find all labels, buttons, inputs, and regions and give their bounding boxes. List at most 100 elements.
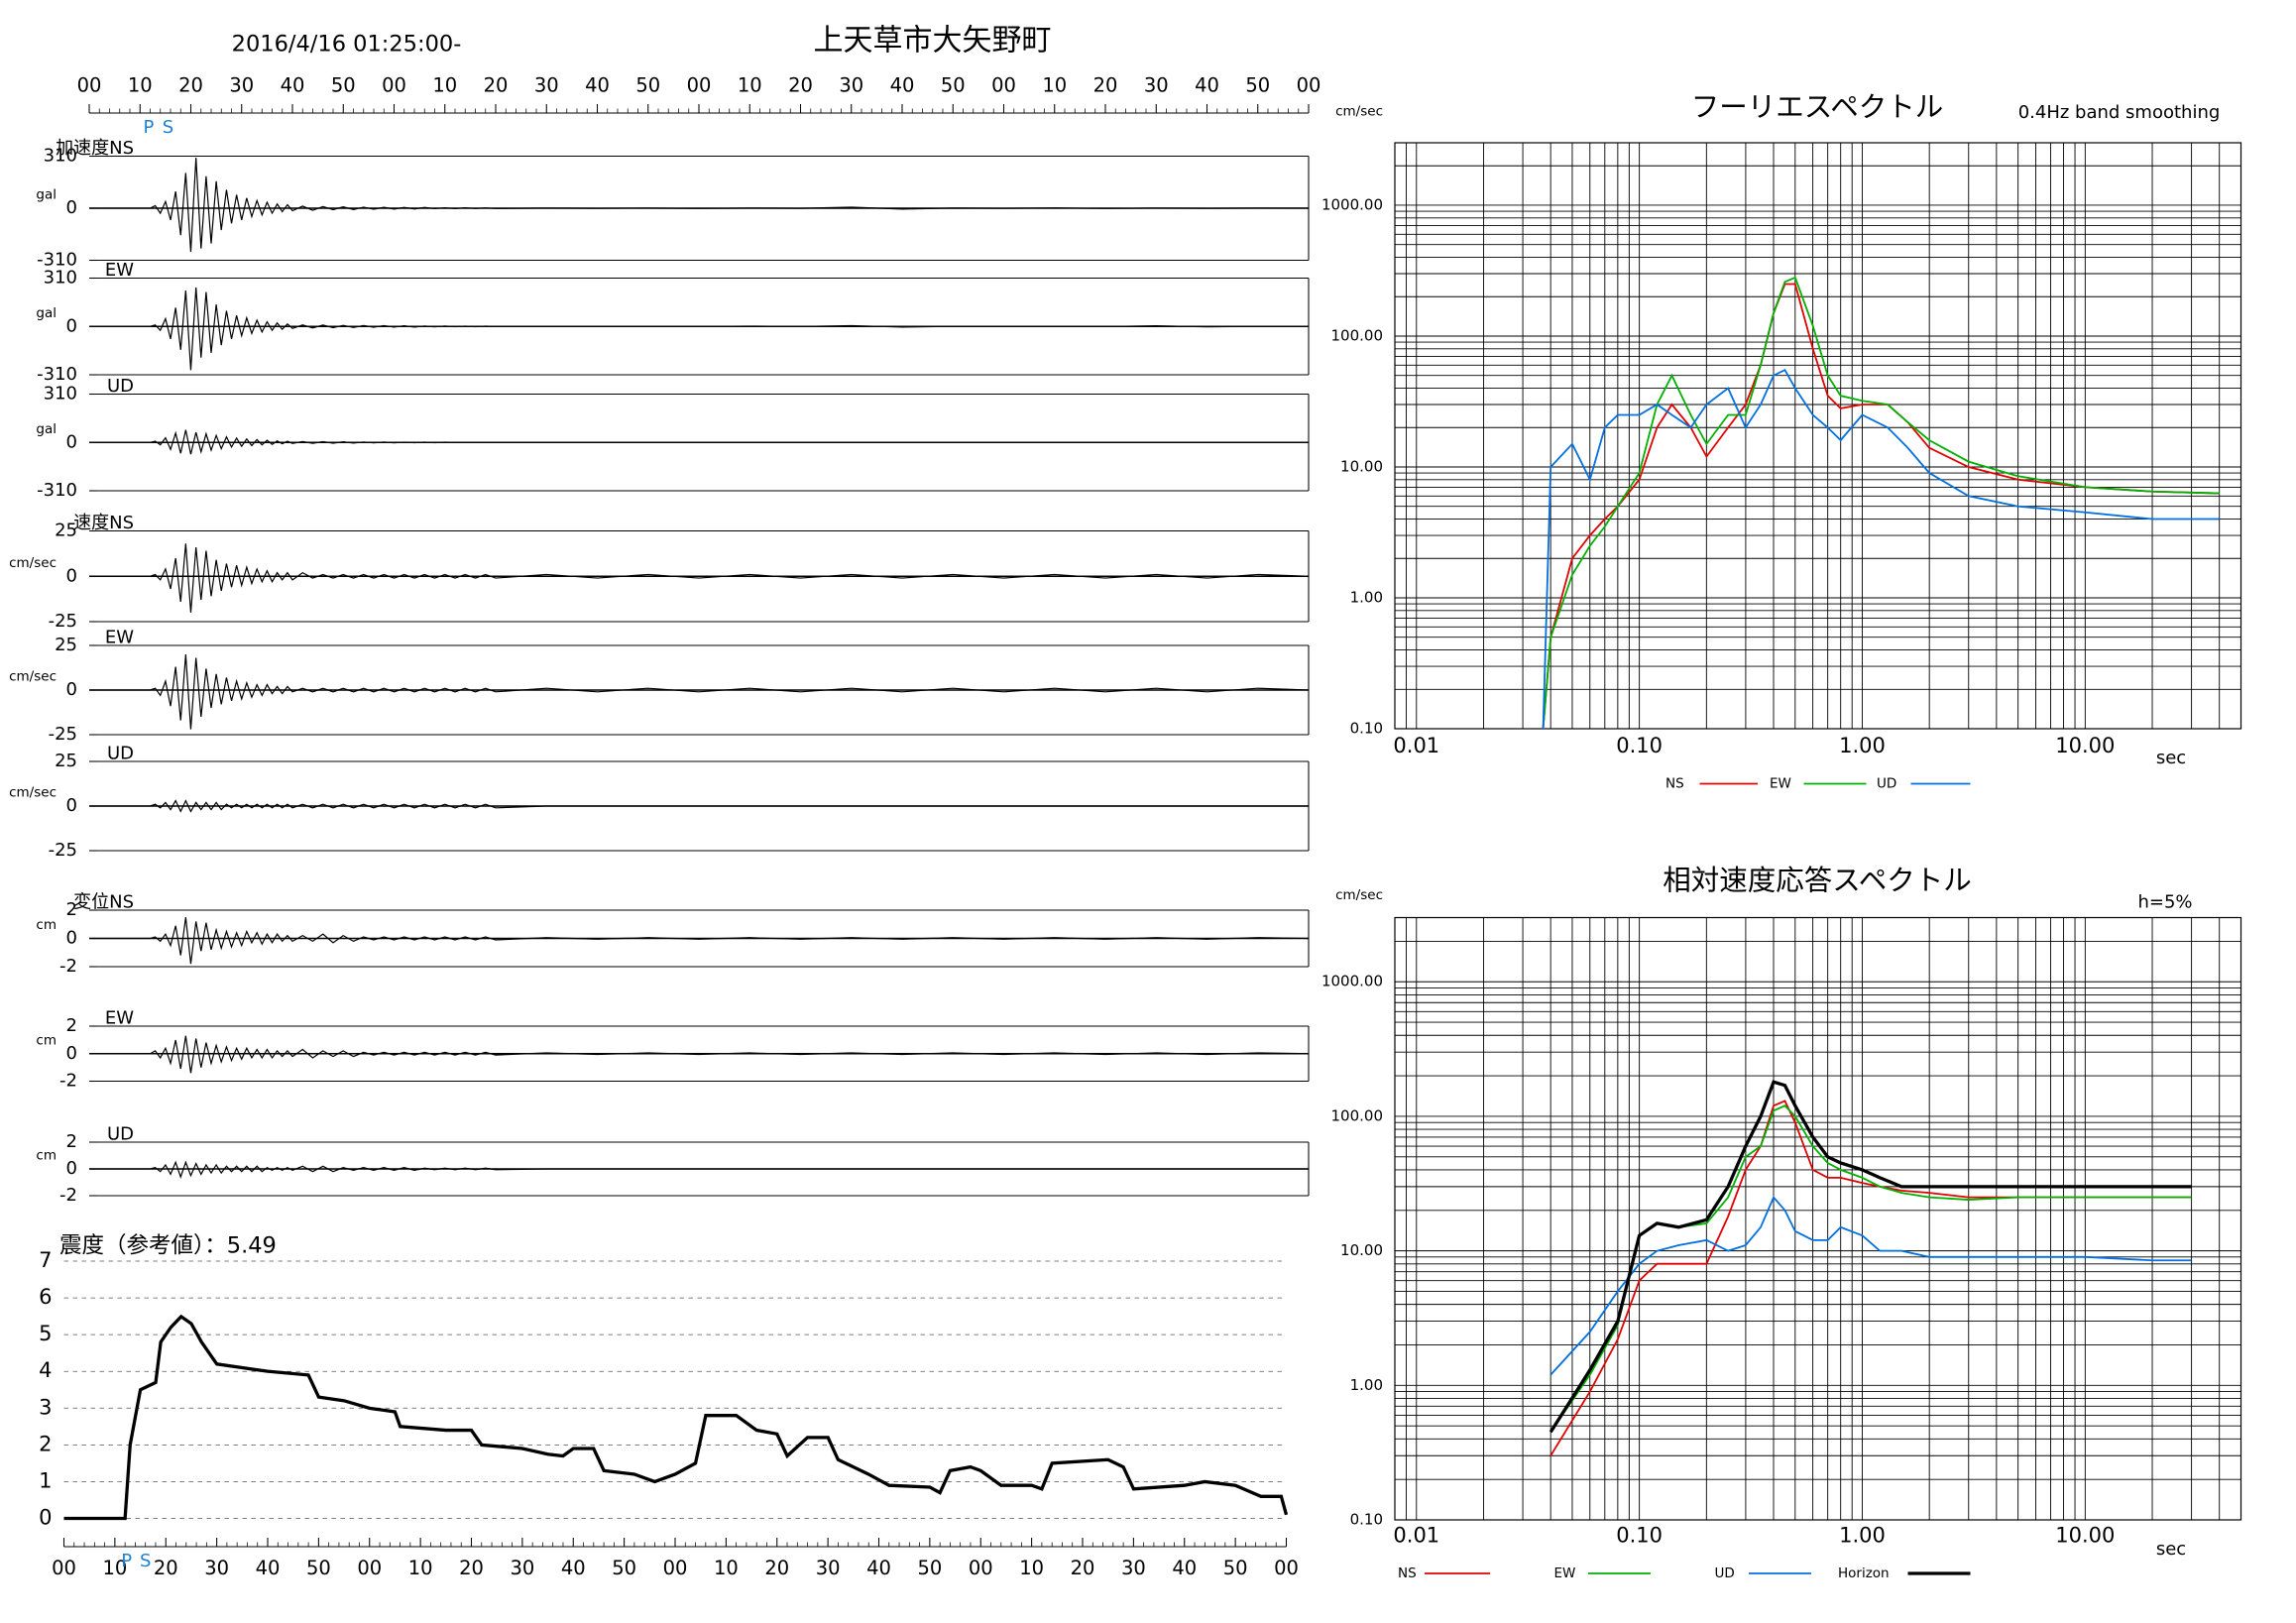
panel-label: 速度NS: [73, 513, 134, 533]
x-tick-label: 20: [178, 74, 203, 97]
spectrum-line: [1550, 1100, 2192, 1456]
y-tick-label: 1: [39, 1468, 52, 1492]
x-tick-label: 20: [788, 74, 813, 97]
panel-unit: cm: [36, 917, 57, 933]
spectrum-line: [1550, 1195, 2192, 1376]
x-tick-label: 20: [1093, 74, 1118, 97]
phase-marker: P: [121, 1551, 132, 1571]
y-tick-label: 0: [66, 1158, 77, 1179]
y-tick-label: 1.00: [1350, 1376, 1383, 1394]
fourier-subtitle: 0.4Hz band smoothing: [2018, 102, 2221, 123]
x-tick-label: 40: [561, 1557, 586, 1579]
y-tick-label: 0: [66, 315, 77, 336]
y-tick-label: 2: [66, 1015, 77, 1036]
x-tick-label: 30: [1144, 74, 1169, 97]
x-tick-label: 10.00: [2055, 734, 2115, 757]
panel-unit: cm: [36, 1148, 57, 1164]
x-tick-label: 50: [941, 74, 966, 97]
y-tick-label: -2: [59, 956, 77, 977]
x-tick-label: 30: [534, 74, 559, 97]
x-tick-label: 00: [1274, 1557, 1299, 1579]
legend-label: EW: [1554, 1565, 1576, 1581]
y-tick-label: 0: [66, 431, 77, 452]
waveform: [89, 287, 1310, 371]
y-tick-label: 0: [66, 928, 77, 949]
x-tick-label: 30: [204, 1557, 229, 1579]
plot-frame: [1394, 916, 2242, 1521]
spectrum-line: [1549, 1080, 2192, 1434]
x-tick-label: 10: [738, 74, 762, 97]
waveform: [89, 429, 1310, 455]
x-tick-label: 10: [432, 74, 457, 97]
x-tick-label: 20: [1071, 1557, 1095, 1579]
legend-label: EW: [1770, 776, 1791, 792]
y-tick-label: -2: [59, 1071, 77, 1092]
waveform: [89, 917, 1310, 965]
panel-label: UD: [107, 376, 134, 397]
x-tick-label: 10: [1019, 1557, 1044, 1579]
fourier-y-label: cm/sec: [1335, 104, 1383, 120]
panel-unit: gal: [36, 305, 57, 321]
y-tick-label: -2: [59, 1185, 77, 1206]
phase-marker: P: [144, 117, 155, 138]
panel-unit: cm/sec: [9, 555, 57, 571]
panel-label: EW: [105, 1008, 134, 1029]
spectrum-line: [1542, 369, 2220, 730]
y-tick-label: 0: [66, 679, 77, 700]
x-tick-label: 40: [866, 1557, 891, 1579]
x-tick-label: 0.10: [1616, 1524, 1663, 1548]
panel-label: UD: [107, 744, 134, 764]
y-tick-label: -310: [37, 250, 77, 271]
y-tick-label: 1000.00: [1321, 195, 1383, 213]
x-tick-label: 00: [52, 1557, 76, 1579]
legend-label: Horizon: [1838, 1565, 1890, 1581]
x-tick-label: 10: [1042, 74, 1067, 97]
waveform: [89, 543, 1310, 613]
y-tick-label: 310: [44, 384, 77, 405]
waveform: [89, 1035, 1310, 1074]
panel-unit: cm: [36, 1032, 57, 1048]
phase-marker: S: [140, 1551, 151, 1571]
y-tick-label: 0: [66, 795, 77, 816]
x-tick-label: 30: [816, 1557, 841, 1579]
x-tick-label: 20: [154, 1557, 178, 1579]
y-tick-label: 310: [44, 268, 77, 289]
waveform: [89, 158, 1310, 253]
intensity-line: [63, 1314, 1289, 1521]
y-tick-label: -25: [49, 840, 77, 861]
panel-label: 加速度NS: [56, 138, 134, 159]
y-tick-label: 4: [39, 1358, 52, 1382]
legend-label: NS: [1398, 1565, 1417, 1581]
legend-label: NS: [1665, 776, 1684, 792]
x-tick-label: 00: [77, 74, 102, 97]
panel-unit: gal: [36, 187, 57, 203]
legend-label: UD: [1715, 1565, 1735, 1581]
x-tick-label: 50: [331, 74, 356, 97]
panel-label: 変位NS: [73, 892, 134, 913]
y-tick-label: 2: [66, 899, 77, 920]
y-tick-label: 1.00: [1350, 588, 1383, 606]
x-tick-label: 30: [1121, 1557, 1146, 1579]
y-tick-label: 310: [44, 146, 77, 167]
y-tick-label: 0.10: [1350, 1511, 1383, 1529]
x-tick-label: 10.00: [2055, 1524, 2115, 1548]
y-tick-label: 2: [66, 1131, 77, 1152]
x-tick-label: 50: [1245, 74, 1270, 97]
y-tick-label: 5: [39, 1322, 52, 1345]
panel-unit: gal: [36, 421, 57, 437]
station-name: 上天草市大矢野町: [814, 24, 1052, 58]
x-tick-label: 40: [585, 74, 610, 97]
y-tick-label: 100.00: [1331, 326, 1384, 344]
x-tick-label: 0.01: [1393, 1524, 1439, 1548]
fourier-title: フーリエスペクトル: [1691, 91, 1944, 124]
panel-unit: cm/sec: [9, 785, 57, 801]
x-tick-label: 00: [357, 1557, 382, 1579]
y-tick-label: 100.00: [1331, 1106, 1384, 1124]
y-tick-label: 6: [39, 1285, 52, 1309]
x-tick-label: 50: [917, 1557, 942, 1579]
y-tick-label: -310: [37, 480, 77, 501]
y-tick-label: 0: [66, 565, 77, 586]
x-tick-label: 40: [1172, 1557, 1197, 1579]
x-tick-label: 00: [382, 74, 406, 97]
